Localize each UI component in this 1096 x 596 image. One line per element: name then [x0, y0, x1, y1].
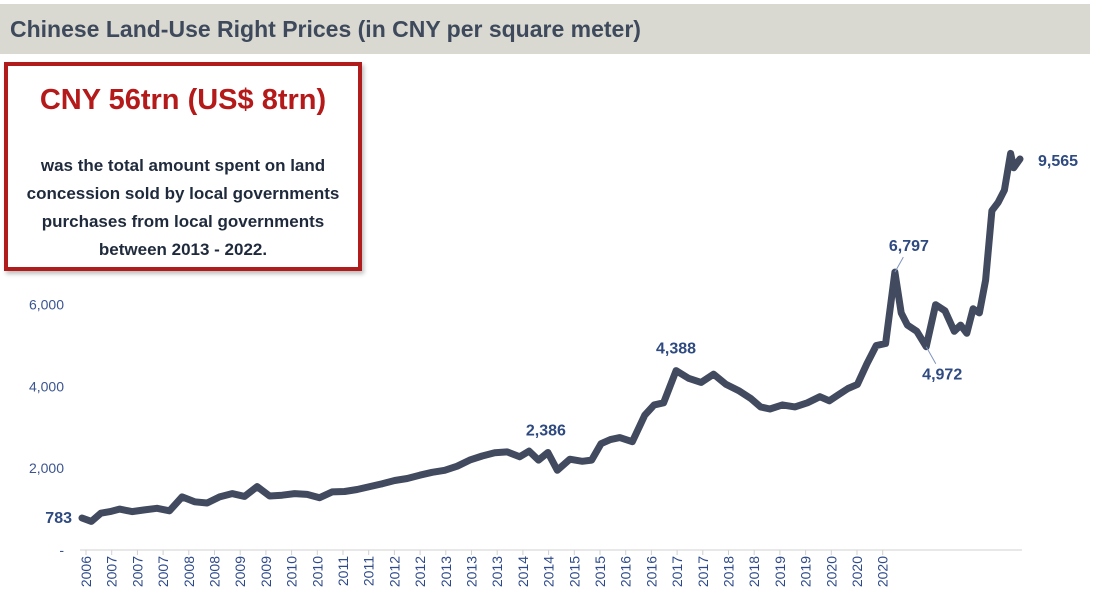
- callout-body: was the total amount spent on land conce…: [18, 152, 348, 264]
- annotations: 783 2,386 4,388 6,797 4,972 9,565: [45, 153, 1078, 527]
- x-tick-label: 2009: [258, 556, 274, 587]
- x-tick-label: 2020: [823, 556, 839, 587]
- x-tick-label: 2012: [412, 556, 428, 587]
- x-tick-label: 2013: [438, 556, 454, 587]
- x-tick-label: 2013: [464, 556, 480, 587]
- x-tick-label: 2014: [515, 556, 531, 587]
- x-tick-label: 2020: [875, 556, 891, 587]
- x-tick-label: 2018: [746, 556, 762, 587]
- x-tick-label: 2015: [592, 556, 608, 587]
- x-tick-label: 2015: [566, 556, 582, 587]
- annotation-leader: [894, 256, 904, 273]
- x-tick-label: 2008: [181, 556, 197, 587]
- x-tick-label: 2017: [695, 556, 711, 587]
- x-tick-label: 2020: [849, 556, 865, 587]
- x-tick-label: 2019: [772, 556, 788, 587]
- annotation-label: 9,565: [1038, 153, 1078, 170]
- x-tick-label: 2017: [669, 556, 685, 587]
- series-line: [78, 149, 1024, 525]
- annotation-leader: [925, 346, 937, 364]
- callout-headline: CNY 56trn (US$ 8trn): [39, 84, 327, 116]
- callout-line: purchases from local governments: [41, 212, 325, 231]
- y-ticks: - 2,000 4,000 6,000: [29, 297, 64, 558]
- y-tick-label: -: [59, 542, 64, 558]
- x-tick-label: 2008: [207, 556, 223, 587]
- y-tick-label: 6,000: [29, 297, 64, 313]
- callout-line: between 2013 - 2022.: [98, 240, 268, 259]
- x-ticks: 2006 2007 2007 2007 2008 2008 2009 2009 2010 2010…: [78, 550, 891, 587]
- x-tick-label: 2012: [386, 556, 402, 587]
- chart-title: Chinese Land-Use Right Prices (in CNY pe…: [10, 16, 641, 42]
- callout-line: was the total amount spent on land: [40, 156, 326, 175]
- x-tick-label: 2016: [643, 556, 659, 587]
- x-tick-label: 2010: [309, 556, 325, 587]
- annotation-label: 2,386: [526, 422, 566, 439]
- x-tick-label: 2010: [284, 556, 300, 587]
- annotation-label: 4,972: [922, 367, 962, 384]
- x-tick-label: 2011: [335, 556, 351, 586]
- x-tick-label: 2009: [232, 556, 248, 587]
- x-tick-label: 2011: [361, 556, 377, 586]
- callout-box: CNY 56trn (US$ 8trn) was the total amoun…: [4, 62, 362, 271]
- callout-line: concession sold by local governments: [26, 184, 340, 203]
- annotation-label: 783: [45, 510, 72, 527]
- x-tick-label: 2007: [104, 556, 120, 587]
- x-tick-label: 2013: [489, 556, 505, 587]
- x-tick-label: 2019: [798, 556, 814, 587]
- x-tick-label: 2018: [721, 556, 737, 587]
- x-tick-label: 2006: [78, 556, 94, 587]
- x-tick-label: 2007: [155, 556, 171, 587]
- y-tick-label: 4,000: [29, 378, 64, 394]
- x-tick-label: 2007: [129, 556, 145, 587]
- y-tick-label: 2,000: [29, 460, 64, 476]
- annotation-label: 6,797: [889, 238, 929, 255]
- x-tick-label: 2014: [541, 556, 557, 587]
- x-tick-label: 2016: [618, 556, 634, 587]
- annotation-label: 4,388: [656, 341, 696, 358]
- title-bar: Chinese Land-Use Right Prices (in CNY pe…: [0, 4, 1090, 54]
